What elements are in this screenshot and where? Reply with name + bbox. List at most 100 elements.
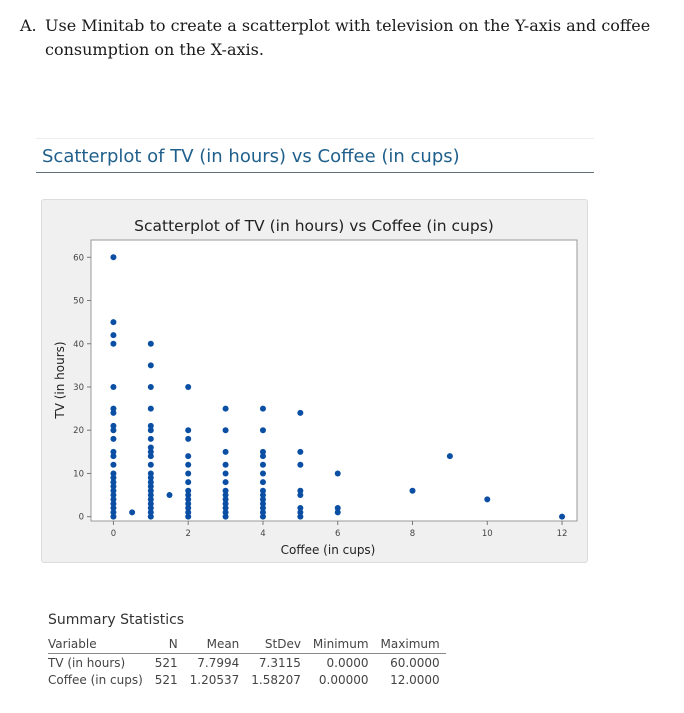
- cell-variable: TV (in hours): [48, 656, 126, 670]
- cell-mean: 1.20537: [189, 673, 240, 687]
- data-point: [129, 509, 136, 516]
- data-point: [259, 509, 266, 516]
- data-point: [297, 487, 304, 494]
- data-point: [222, 405, 229, 412]
- data-point: [297, 505, 304, 512]
- data-point: [185, 383, 192, 390]
- cell-stdev: 7.3115: [258, 656, 301, 670]
- cell-maximum: 12.0000: [390, 673, 440, 687]
- table-row: TV (in hours) 521 7.7994 7.3115 0.0000 6…: [48, 654, 446, 672]
- x-tick-label: 12: [557, 529, 568, 539]
- data-point: [185, 513, 192, 520]
- summary-table: Variable N Mean StDev Minimum Maximum TV…: [48, 636, 446, 688]
- data-point: [110, 483, 117, 490]
- data-point: [110, 340, 117, 347]
- data-point: [185, 453, 192, 460]
- data-point: [147, 405, 154, 412]
- y-tick-label: 60: [73, 253, 84, 263]
- data-point: [222, 448, 229, 455]
- data-point: [334, 470, 341, 477]
- header-mean: Mean: [206, 637, 240, 651]
- x-tick-label: 10: [482, 529, 493, 539]
- section-title: Scatterplot of TV (in hours) vs Coffee (…: [42, 146, 460, 167]
- y-tick-label: 40: [73, 340, 84, 350]
- data-point: [185, 461, 192, 468]
- data-point: [110, 453, 117, 460]
- data-point: [297, 509, 304, 516]
- data-point: [147, 340, 154, 347]
- data-point: [222, 496, 229, 503]
- summary-statistics: Summary Statistics Variable N Mean StDev…: [48, 612, 446, 688]
- data-point: [147, 474, 154, 481]
- data-point: [222, 500, 229, 507]
- data-point: [147, 505, 154, 512]
- data-point: [185, 479, 192, 486]
- y-tick-label: 50: [73, 297, 84, 307]
- cell-minimum: 0.0000: [326, 656, 369, 670]
- data-point: [185, 505, 192, 512]
- data-point: [259, 427, 266, 434]
- data-point: [222, 479, 229, 486]
- data-point: [147, 509, 154, 516]
- data-point: [110, 332, 117, 339]
- data-point: [185, 509, 192, 516]
- data-point: [147, 479, 154, 486]
- data-point: [222, 513, 229, 520]
- data-point: [222, 427, 229, 434]
- data-point: [110, 383, 117, 390]
- y-tick-label: 10: [73, 469, 84, 479]
- data-point: [147, 496, 154, 503]
- data-point: [147, 500, 154, 507]
- data-point: [147, 448, 154, 455]
- data-point: [147, 453, 154, 460]
- cell-minimum: 0.00000: [318, 673, 369, 687]
- x-tick-label: 0: [111, 529, 116, 539]
- data-point: [110, 461, 117, 468]
- data-point: [259, 500, 266, 507]
- cell-maximum: 60.0000: [390, 656, 440, 670]
- question-letter: A.: [20, 16, 37, 35]
- data-point: [147, 383, 154, 390]
- data-point: [185, 427, 192, 434]
- x-tick-label: 6: [335, 529, 340, 539]
- data-point: [110, 470, 117, 477]
- data-point: [297, 409, 304, 416]
- data-point: [297, 461, 304, 468]
- data-point: [110, 505, 117, 512]
- data-point: [222, 509, 229, 516]
- data-point: [259, 513, 266, 520]
- data-point: [185, 496, 192, 503]
- cell-stdev: 1.58207: [251, 673, 301, 687]
- data-point: [446, 453, 453, 460]
- data-point: [166, 492, 173, 499]
- scatterplot-chart: Scatterplot of TV (in hours) vs Coffee (…: [53, 217, 578, 557]
- data-point: [110, 513, 117, 520]
- data-point: [147, 470, 154, 477]
- data-point: [222, 492, 229, 499]
- data-point: [147, 362, 154, 369]
- cell-n: 521: [154, 673, 178, 687]
- data-point: [185, 500, 192, 507]
- data-point: [110, 254, 117, 261]
- chart-panel: Scatterplot of TV (in hours) vs Coffee (…: [41, 199, 588, 563]
- data-point: [110, 319, 117, 326]
- header-stdev: StDev: [264, 637, 301, 651]
- data-point: [185, 435, 192, 442]
- data-point: [147, 461, 154, 468]
- question: A. Use Minitab to create a scatterplot w…: [20, 14, 660, 62]
- question-text: Use Minitab to create a scatterplot with…: [45, 16, 651, 59]
- data-point: [147, 487, 154, 494]
- data-point: [334, 505, 341, 512]
- data-point: [259, 479, 266, 486]
- data-point: [110, 427, 117, 434]
- data-point: [259, 470, 266, 477]
- data-point: [409, 487, 416, 494]
- data-point: [484, 496, 491, 503]
- data-point: [110, 500, 117, 507]
- x-tick-label: 8: [410, 529, 415, 539]
- data-point: [259, 487, 266, 494]
- data-point: [185, 487, 192, 494]
- data-point: [297, 492, 304, 499]
- data-point: [147, 513, 154, 520]
- data-point: [259, 453, 266, 460]
